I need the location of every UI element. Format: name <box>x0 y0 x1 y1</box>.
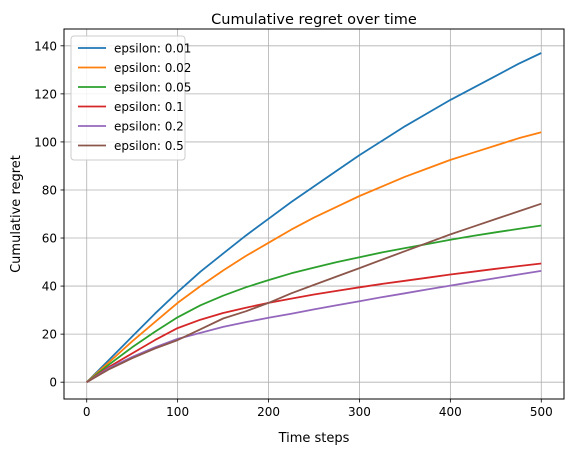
x-axis: 0 100 200 300 400 500 <box>83 399 553 419</box>
series-line-4 <box>86 270 542 383</box>
x-tick-label: 400 <box>439 405 462 419</box>
y-tick-label: 60 <box>42 232 57 246</box>
legend-label: epsilon: 0.1 <box>114 100 184 114</box>
series-line-1 <box>86 131 542 383</box>
x-tick-label: 300 <box>348 405 371 419</box>
series-line-5 <box>86 202 542 383</box>
legend-label: epsilon: 0.2 <box>114 119 184 133</box>
y-tick-label: 40 <box>42 280 57 294</box>
series-line-3 <box>86 262 542 383</box>
y-tick-label: 20 <box>42 328 57 342</box>
series-line-0 <box>86 52 542 383</box>
legend-label: epsilon: 0.5 <box>114 139 184 153</box>
series-lines <box>86 52 542 383</box>
legend-label: epsilon: 0.05 <box>114 80 191 94</box>
y-tick-label: 0 <box>49 376 57 390</box>
x-tick-label: 500 <box>530 405 553 419</box>
x-tick-label: 0 <box>83 405 91 419</box>
y-tick-label: 80 <box>42 183 57 197</box>
y-axis: 0 20 40 60 80 100 120 140 <box>34 39 64 390</box>
legend-label: epsilon: 0.01 <box>114 41 191 55</box>
y-axis-label: Cumulative regret <box>9 155 24 273</box>
series-line-2 <box>86 224 542 383</box>
y-tick-label: 120 <box>34 87 57 101</box>
plot-frame <box>63 28 565 400</box>
x-tick-label: 200 <box>257 405 280 419</box>
chart-title: Cumulative regret over time <box>211 12 417 28</box>
y-tick-label: 140 <box>34 39 57 53</box>
legend-label: epsilon: 0.02 <box>114 61 191 75</box>
x-axis-label: Time steps <box>278 431 350 446</box>
y-tick-label: 100 <box>34 135 57 149</box>
x-tick-label: 100 <box>166 405 189 419</box>
legend: epsilon: 0.01 epsilon: 0.02 epsilon: 0.05 e… <box>70 35 191 161</box>
